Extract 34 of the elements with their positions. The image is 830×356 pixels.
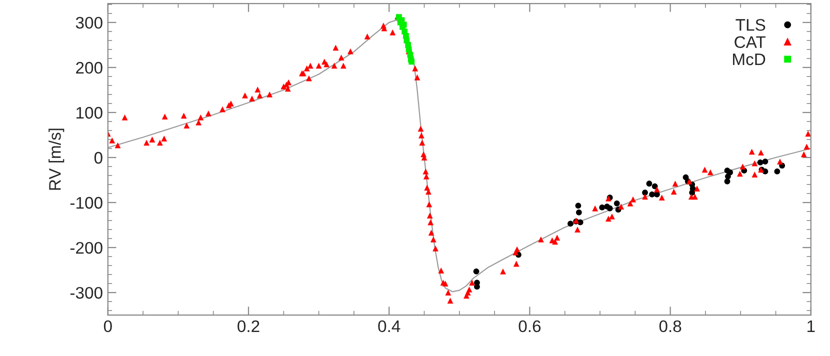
point xyxy=(757,160,764,166)
point xyxy=(599,204,606,210)
y-tick-label: -100 xyxy=(70,196,102,209)
y-tick-label: 300 xyxy=(76,16,102,29)
x-tick-label: 0 xyxy=(104,320,112,332)
point xyxy=(568,220,574,227)
y-axis-title: RV [m/s] xyxy=(48,128,64,190)
point xyxy=(606,205,613,212)
x-tick-label: 1 xyxy=(808,320,815,332)
legend-label: McD xyxy=(733,54,766,66)
point xyxy=(473,268,480,274)
y-tick-label: 100 xyxy=(76,106,102,119)
point xyxy=(727,169,734,176)
legend-label: CAT xyxy=(734,36,766,48)
point xyxy=(774,168,780,174)
y-tick-label: 200 xyxy=(76,62,102,74)
point xyxy=(642,190,648,196)
legend-label: TLS xyxy=(736,19,766,31)
y-tick-label: -200 xyxy=(70,242,102,254)
point xyxy=(649,191,655,198)
y-tick-label: -300 xyxy=(70,286,102,299)
point xyxy=(576,209,582,216)
x-tick-label: 0.6 xyxy=(518,320,541,332)
x-tick-label: 0.2 xyxy=(238,320,260,332)
point xyxy=(575,202,582,209)
x-tick-label: 0.4 xyxy=(378,320,400,332)
point xyxy=(724,178,730,184)
point xyxy=(614,200,620,206)
point xyxy=(646,180,652,187)
point xyxy=(408,58,415,65)
x-tick-label: 0.8 xyxy=(659,320,682,332)
point xyxy=(652,183,658,190)
y-tick-label: 0 xyxy=(94,152,102,164)
point xyxy=(762,158,768,165)
